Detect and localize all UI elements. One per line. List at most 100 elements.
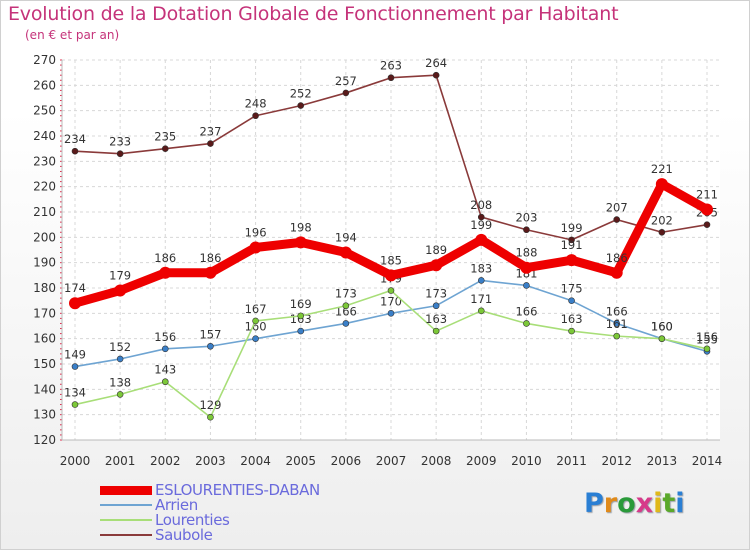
data-point [387,74,395,82]
data-point [297,327,305,335]
data-label: 166 [606,304,628,318]
data-label: 175 [561,282,583,296]
data-label: 149 [64,348,86,362]
data-point [658,335,666,342]
data-point [387,310,395,317]
y-tick-label: 140 [33,382,56,396]
x-tick-label: 2014 [692,454,723,468]
data-label: 186 [199,251,221,265]
data-point [385,269,397,282]
series-lourenties: 1341381431291671691731791631711661631611… [64,272,718,421]
x-tick-label: 2004 [240,454,271,468]
data-label: 129 [199,398,221,412]
data-label: 171 [470,292,492,306]
chart-subtitle: (en € et par an) [25,28,120,42]
data-label: 199 [561,221,583,235]
data-point [114,284,127,297]
data-label: 185 [380,253,402,267]
data-label: 233 [109,135,131,149]
logo-letter: x [635,488,654,519]
x-tick-label: 2013 [647,454,678,468]
x-tick-label: 2003 [195,454,226,468]
line-chart: 120 130 140 150 160 170 180 190 200 210 220 230 240 2… [33,53,723,468]
data-point [477,307,485,315]
y-tick-label: 260 [33,78,56,92]
data-label: 138 [109,375,131,389]
data-label: 199 [470,218,492,232]
y-tick-label: 190 [33,256,56,270]
data-label: 167 [245,302,267,316]
x-tick-label: 2009 [466,454,497,468]
data-point [655,178,668,191]
y-tick-label: 170 [33,306,56,320]
data-point [475,233,488,246]
data-point [116,391,124,398]
data-label: 156 [696,330,718,344]
data-point [207,342,214,350]
data-label: 235 [154,130,176,144]
data-label: 160 [651,320,673,334]
data-label: 134 [64,386,86,400]
data-point [430,259,443,272]
y-tick-label: 270 [33,53,56,67]
data-label: 189 [425,243,447,257]
y-tick-label: 240 [33,129,56,143]
data-label: 203 [515,211,537,225]
y-tick-label: 210 [33,205,56,219]
data-point [387,287,395,294]
legend-swatch [100,519,152,521]
data-point [613,216,621,223]
y-tick-label: 220 [33,180,56,194]
data-point [204,266,217,279]
data-point [520,261,533,274]
data-label: 252 [290,87,312,101]
data-point [703,221,711,228]
data-label: 198 [290,220,312,234]
data-point [523,226,530,234]
y-tick-label: 120 [33,433,56,447]
x-tick-label: 2010 [511,454,542,468]
data-point [613,332,621,340]
y-tick-label: 160 [33,332,56,346]
legend-label: Saubole [155,526,213,544]
data-label: 160 [245,320,267,334]
legend-label: Arrien [155,496,198,514]
data-point [613,320,621,327]
data-point [568,297,575,304]
y-tick-label: 150 [33,357,56,371]
data-label: 166 [515,304,537,318]
data-point [116,150,124,158]
data-label: 237 [199,125,221,139]
data-point [252,112,259,120]
series-eslourenties-daban: 174 179 186 186 196 198 194 185 189 199 188 191 186 2… [64,162,718,310]
legend-label: ESLOURENTIES-DABAN [155,481,320,499]
data-label: 208 [470,198,492,212]
legend-label: Lourenties [155,511,230,529]
data-point [432,327,440,335]
data-label: 152 [109,340,131,354]
data-label: 248 [245,97,267,111]
data-label: 263 [380,59,402,73]
data-point [161,145,169,152]
data-label: 188 [515,246,537,260]
logo-letter: i [653,488,663,519]
y-tick-label: 180 [33,281,56,295]
data-point [159,266,172,279]
data-label: 191 [561,238,583,252]
data-point [71,401,79,408]
data-point [71,147,79,155]
data-label: 211 [696,187,718,201]
x-tick-label: 2012 [601,454,632,468]
data-label: 183 [470,261,492,275]
data-point [568,327,575,335]
x-tick-label: 2001 [105,454,136,468]
logo-letter: P [584,488,604,519]
data-point [432,71,440,79]
data-label: 156 [154,330,176,344]
data-label: 202 [651,213,673,227]
data-point [252,335,259,342]
data-point [249,241,262,254]
data-point [71,363,79,370]
y-tick-label: 230 [33,154,56,168]
data-label: 161 [606,317,628,331]
